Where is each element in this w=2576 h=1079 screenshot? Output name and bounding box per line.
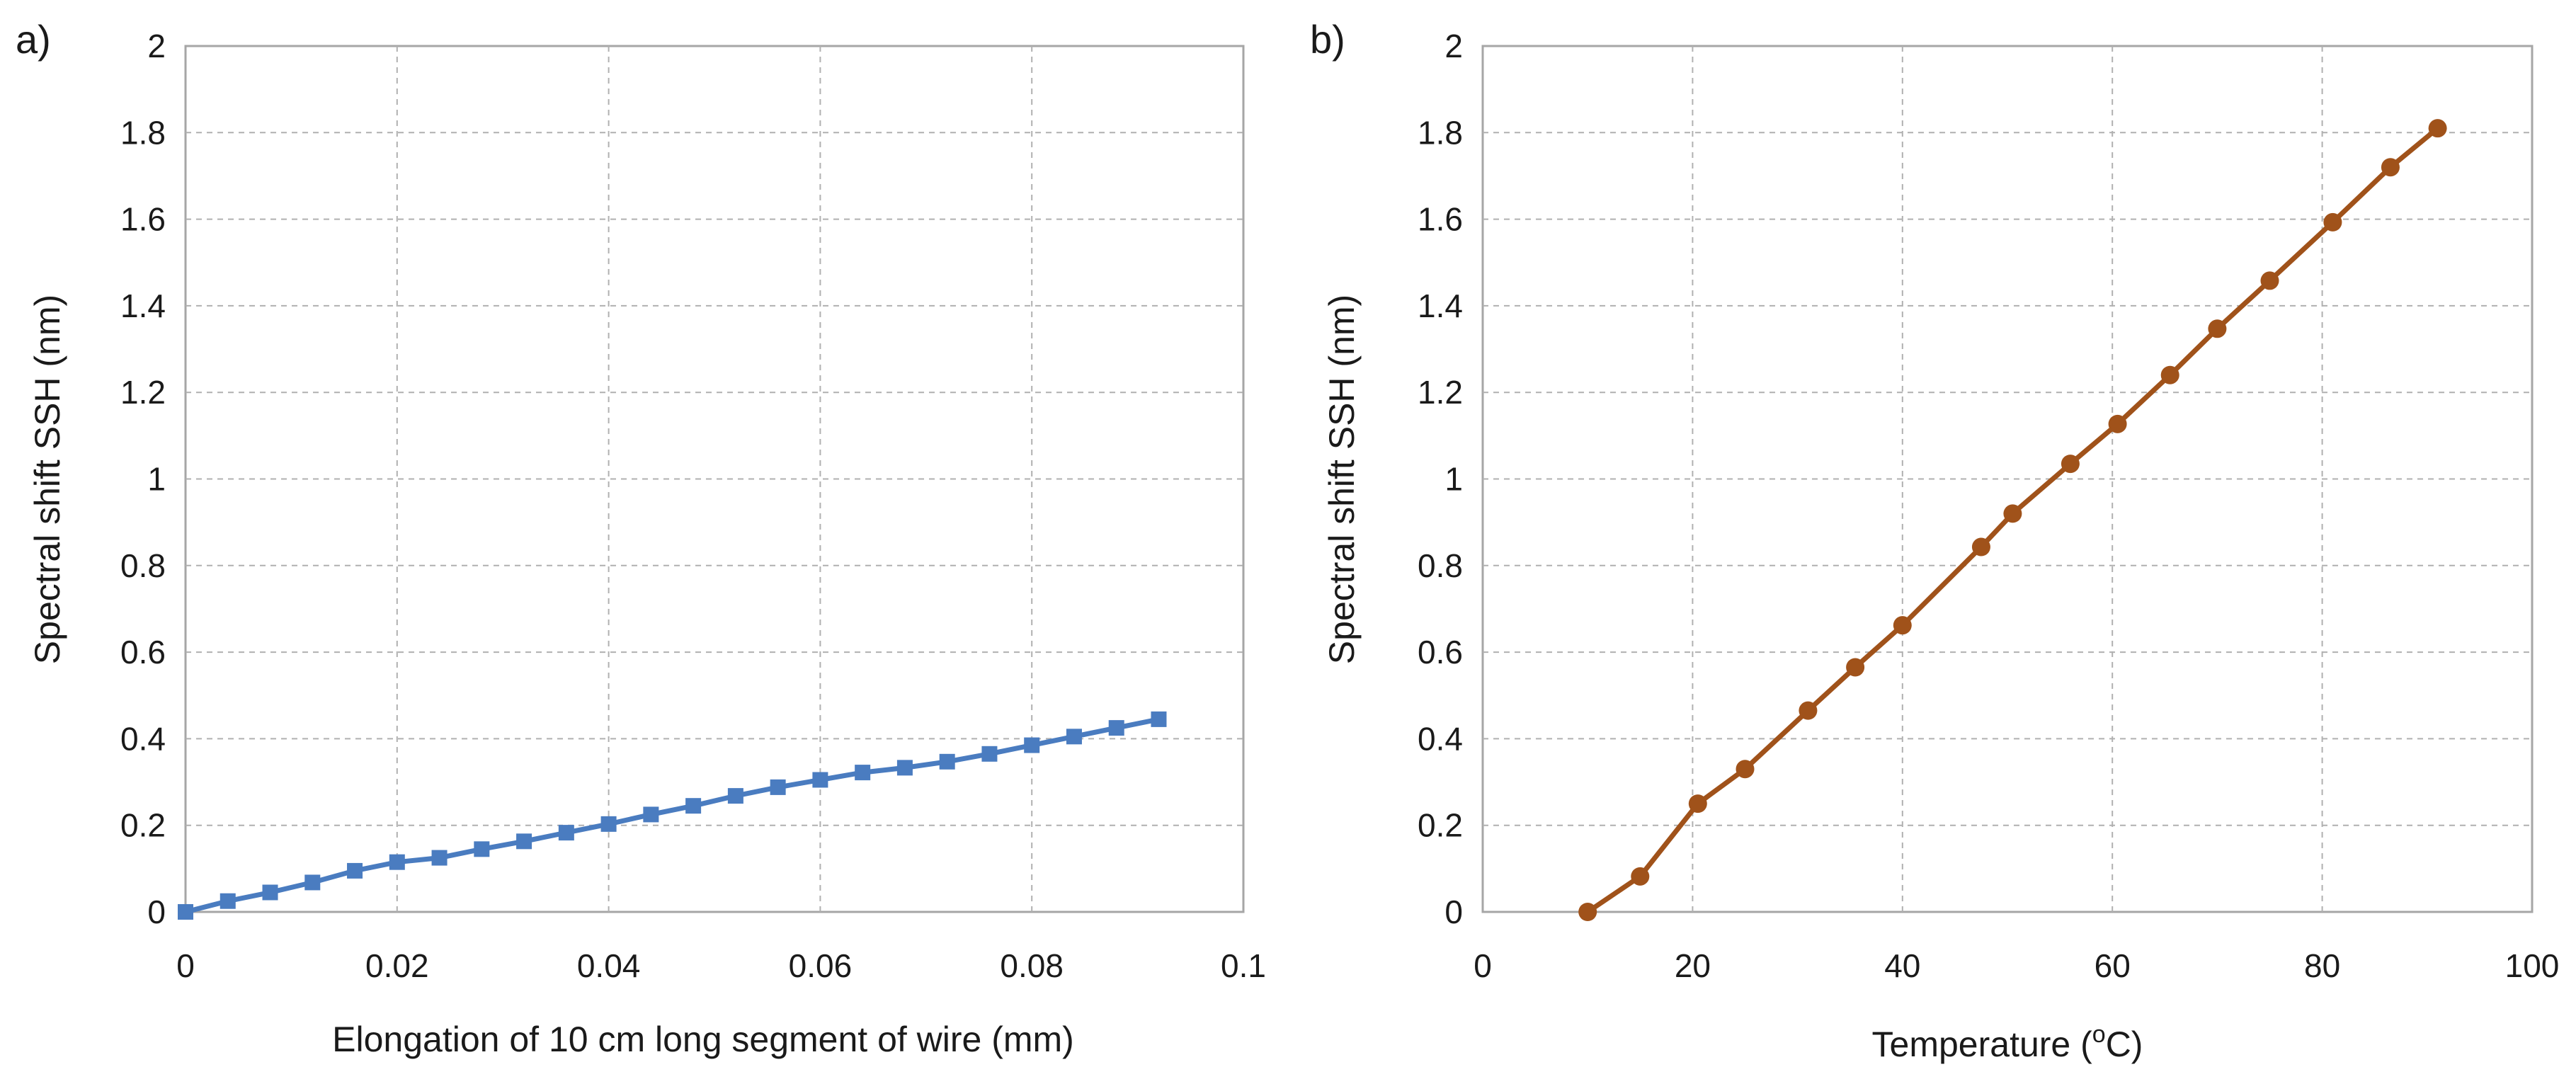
data-point bbox=[262, 884, 278, 901]
y-tick-label: 0.2 bbox=[120, 807, 166, 844]
x-tick-label: 0 bbox=[176, 947, 195, 984]
chart-panel-b: b) 0 0.2 0.4 0.6 0.8 1 1.2 1.4 1.6 1.8 2 0 20 40 60 80… bbox=[1310, 17, 2559, 1064]
data-point bbox=[770, 779, 786, 795]
y-tick-label: 1.6 bbox=[120, 201, 166, 238]
data-point bbox=[1736, 760, 1755, 779]
data-point bbox=[2428, 119, 2447, 138]
panel-a-x-axis-title: Elongation of 10 cm long segment of wire… bbox=[332, 1020, 1074, 1059]
data-point bbox=[220, 893, 236, 909]
panel-a-y-ticks: 0 0.2 0.4 0.6 0.8 1 1.2 1.4 1.6 1.8 2 bbox=[120, 28, 166, 930]
data-point bbox=[347, 862, 363, 879]
data-point bbox=[1066, 729, 1082, 745]
y-tick-label: 1 bbox=[147, 461, 166, 498]
data-point bbox=[896, 760, 913, 776]
data-point bbox=[2003, 504, 2022, 523]
panel-b-xlabel-superscript: o bbox=[2092, 1021, 2106, 1048]
data-point bbox=[2323, 212, 2342, 232]
data-point bbox=[1108, 720, 1124, 736]
panel-b-xlabel-suffix: C) bbox=[2106, 1024, 2143, 1064]
x-tick-label: 0.06 bbox=[789, 947, 853, 984]
y-tick-label: 1.4 bbox=[1418, 287, 1463, 324]
panel-a-series-line bbox=[185, 717, 1160, 915]
chart-panel-a: a) 0 0.2 0.4 0.6 0.8 1 1.2 1.4 1.6 1.8 2 0 0.02 0.04… bbox=[16, 17, 1266, 1059]
panel-b-y-ticks: 0 0.2 0.4 0.6 0.8 1 1.2 1.4 1.6 1.8 2 bbox=[1418, 28, 1463, 930]
y-tick-label: 0.8 bbox=[120, 547, 166, 584]
y-tick-label: 1.6 bbox=[1418, 201, 1463, 238]
panel-b-xlabel-main: Temperature ( bbox=[1872, 1024, 2093, 1064]
data-point bbox=[1971, 537, 1990, 556]
panel-b-y-axis-title: Spectral shift SSH (nm) bbox=[1322, 295, 1362, 664]
y-tick-label: 0.2 bbox=[1418, 807, 1463, 844]
data-point bbox=[431, 850, 448, 866]
data-point bbox=[2160, 365, 2179, 384]
data-point bbox=[1631, 867, 1650, 886]
data-point bbox=[855, 765, 871, 781]
data-point bbox=[981, 746, 998, 762]
x-tick-label: 0.02 bbox=[365, 947, 429, 984]
data-point bbox=[558, 825, 574, 841]
y-tick-label: 1.8 bbox=[120, 114, 166, 151]
data-point bbox=[2208, 319, 2227, 338]
y-tick-label: 2 bbox=[147, 28, 166, 64]
panel-b-x-axis-title: Temperature (oC) bbox=[1872, 1021, 2143, 1064]
y-tick-label: 0.6 bbox=[1418, 634, 1463, 670]
panel-b-gridlines bbox=[1483, 46, 2532, 912]
x-tick-label: 0.1 bbox=[1221, 947, 1266, 984]
data-point bbox=[2260, 271, 2279, 290]
x-tick-label: 80 bbox=[2304, 947, 2340, 984]
x-tick-label: 0 bbox=[1474, 947, 1492, 984]
y-tick-label: 0 bbox=[147, 894, 166, 930]
panel-a-label: a) bbox=[16, 17, 51, 62]
data-point bbox=[2061, 455, 2080, 474]
data-point bbox=[516, 833, 532, 850]
panel-a-markers bbox=[178, 711, 1167, 920]
y-tick-label: 2 bbox=[1444, 28, 1463, 64]
data-point bbox=[685, 798, 702, 814]
y-tick-label: 1.2 bbox=[120, 374, 166, 411]
x-tick-label: 20 bbox=[1675, 947, 1711, 984]
data-point bbox=[1151, 711, 1167, 727]
data-point bbox=[1846, 658, 1865, 677]
data-point bbox=[389, 854, 405, 870]
data-point bbox=[1893, 616, 1912, 635]
y-tick-label: 1.8 bbox=[1418, 114, 1463, 151]
panel-b-markers bbox=[1578, 119, 2447, 921]
x-tick-label: 0.04 bbox=[577, 947, 641, 984]
data-point bbox=[812, 772, 828, 788]
data-point bbox=[600, 816, 617, 832]
y-tick-label: 0 bbox=[1444, 894, 1463, 930]
data-point bbox=[2381, 158, 2400, 177]
y-tick-label: 0.8 bbox=[1418, 547, 1463, 584]
panel-a-x-ticks: 0 0.02 0.04 0.06 0.08 0.1 bbox=[176, 947, 1266, 984]
data-point bbox=[2108, 414, 2127, 433]
data-point bbox=[1799, 701, 1818, 720]
panel-b-label: b) bbox=[1310, 17, 1345, 62]
y-tick-label: 1.4 bbox=[120, 287, 166, 324]
x-tick-label: 0.08 bbox=[1000, 947, 1064, 984]
x-tick-label: 60 bbox=[2095, 947, 2131, 984]
data-point bbox=[727, 788, 743, 804]
data-point bbox=[474, 841, 490, 857]
panel-b-x-ticks: 0 20 40 60 80 100 bbox=[1474, 947, 2559, 984]
y-tick-label: 1 bbox=[1444, 461, 1463, 498]
data-point bbox=[178, 904, 193, 920]
data-point bbox=[643, 806, 659, 823]
x-tick-label: 40 bbox=[1884, 947, 1920, 984]
y-tick-label: 0.4 bbox=[120, 720, 166, 757]
y-tick-label: 0.4 bbox=[1418, 720, 1463, 757]
x-tick-label: 100 bbox=[2505, 947, 2560, 984]
data-point bbox=[1024, 737, 1040, 753]
data-point bbox=[304, 874, 321, 891]
panel-a-plot-area bbox=[184, 45, 1245, 913]
panel-a-gridlines bbox=[186, 46, 1243, 912]
panel-a-y-axis-title: Spectral shift SSH (nm) bbox=[28, 295, 67, 664]
data-point bbox=[1688, 794, 1707, 813]
y-tick-label: 1.2 bbox=[1418, 374, 1463, 411]
data-point bbox=[939, 753, 955, 770]
data-point bbox=[1578, 903, 1597, 921]
y-tick-label: 0.6 bbox=[120, 634, 166, 670]
